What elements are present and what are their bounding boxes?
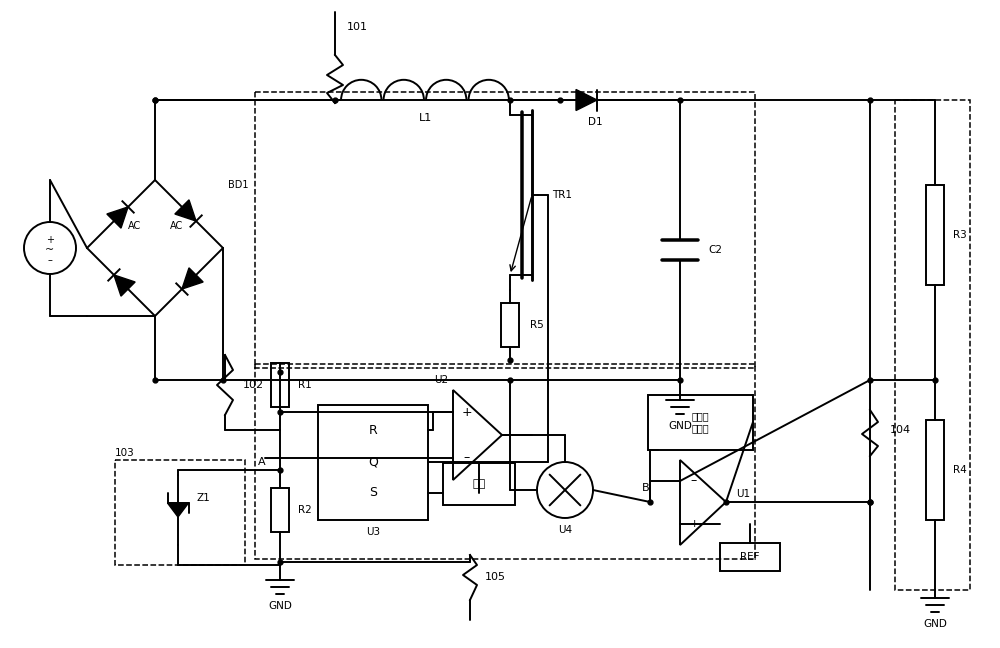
- Text: U2: U2: [434, 375, 448, 385]
- Text: 101: 101: [347, 22, 368, 32]
- Text: C2: C2: [708, 245, 722, 255]
- Text: Z1: Z1: [196, 493, 210, 503]
- Text: –: –: [464, 452, 470, 465]
- Text: +: +: [46, 235, 54, 245]
- Bar: [271, 363, 289, 407]
- Bar: [926, 185, 944, 285]
- Bar: [255, 92, 755, 368]
- Text: 103: 103: [115, 448, 135, 458]
- Text: Q: Q: [368, 456, 378, 469]
- Text: R1: R1: [298, 380, 312, 390]
- Text: TR1: TR1: [552, 190, 572, 200]
- Text: REF: REF: [740, 552, 760, 562]
- Text: 105: 105: [485, 572, 506, 582]
- Text: A: A: [258, 457, 266, 467]
- Text: GND: GND: [668, 421, 692, 431]
- Text: GND: GND: [268, 601, 292, 611]
- Text: S: S: [369, 487, 377, 500]
- Text: D1: D1: [588, 117, 602, 127]
- Bar: [720, 543, 780, 571]
- Polygon shape: [576, 89, 597, 111]
- Text: –: –: [691, 474, 697, 487]
- Polygon shape: [175, 200, 196, 221]
- Text: +: +: [689, 519, 699, 529]
- Polygon shape: [182, 268, 203, 289]
- Bar: [648, 395, 753, 450]
- Bar: [926, 420, 944, 520]
- Text: R4: R4: [953, 465, 967, 475]
- Polygon shape: [107, 207, 128, 228]
- Text: U1: U1: [736, 489, 750, 499]
- Text: R5: R5: [530, 320, 544, 330]
- Bar: [255, 364, 755, 559]
- Text: AC: AC: [170, 221, 184, 231]
- Text: –: –: [48, 255, 52, 265]
- Text: R3: R3: [953, 230, 967, 240]
- Text: +: +: [462, 406, 472, 419]
- Text: ~: ~: [45, 245, 55, 255]
- Text: U3: U3: [366, 527, 380, 537]
- Bar: [895, 100, 970, 590]
- Text: 104: 104: [890, 425, 911, 435]
- Bar: [501, 303, 519, 347]
- Text: R: R: [369, 424, 377, 437]
- Text: R2: R2: [298, 505, 312, 515]
- Polygon shape: [168, 503, 188, 517]
- Bar: [443, 463, 515, 505]
- Text: AC: AC: [128, 221, 142, 231]
- Bar: [271, 488, 289, 532]
- Text: 时钟: 时钟: [472, 479, 486, 489]
- Text: U4: U4: [558, 525, 572, 535]
- Text: GND: GND: [923, 619, 947, 629]
- Text: L1: L1: [418, 113, 432, 123]
- Bar: [115, 460, 245, 565]
- Text: B: B: [642, 483, 650, 493]
- Polygon shape: [114, 275, 135, 296]
- Text: 102: 102: [243, 380, 264, 390]
- Bar: [318, 405, 428, 520]
- Text: 环路补
偿电路: 环路补 偿电路: [691, 411, 709, 433]
- Text: BD1: BD1: [228, 180, 248, 190]
